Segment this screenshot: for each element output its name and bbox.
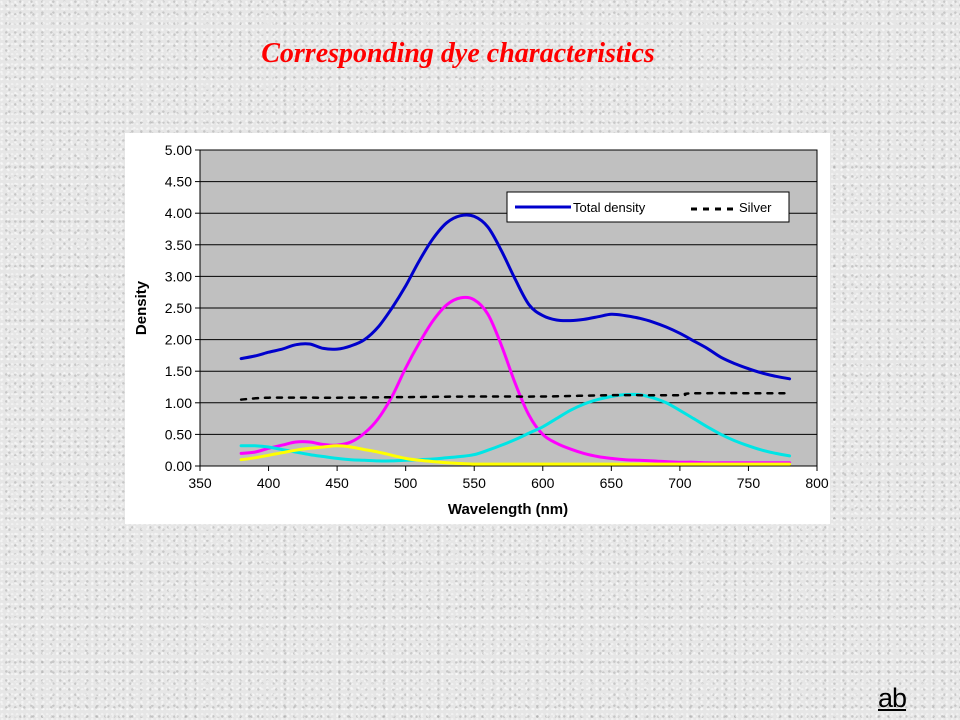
y-tick-label: 2.50 <box>165 300 192 316</box>
x-tick-label: 700 <box>668 475 692 491</box>
y-tick-label: 1.00 <box>165 395 192 411</box>
y-tick-label: 0.00 <box>165 458 192 474</box>
x-tick-label: 350 <box>188 475 212 491</box>
logo-text: ab <box>878 683 907 713</box>
legend-label-total-density: Total density <box>573 200 646 215</box>
y-tick-label: 4.00 <box>165 205 192 221</box>
y-tick-label: 3.00 <box>165 268 192 284</box>
density-chart: 0.00 0.50 1.00 1.50 2.00 2.50 3.00 3.50 4.00 4.50… <box>133 142 829 518</box>
y-axis-label: Density <box>133 280 150 335</box>
series-line-0 <box>239 213 792 381</box>
x-tick-label: 650 <box>600 475 624 491</box>
x-tick-label: 400 <box>257 475 281 491</box>
series-line-3 <box>239 444 792 466</box>
slide-title: Corresponding dye characteristics <box>261 38 655 69</box>
x-axis-label: Wavelength (nm) <box>448 501 568 518</box>
x-tick-label: 500 <box>394 475 418 491</box>
series-layer <box>239 213 792 466</box>
x-tick-label: 800 <box>805 475 829 491</box>
series-line-2 <box>239 392 792 463</box>
y-tick-label: 1.50 <box>165 363 192 379</box>
x-tick-label: 600 <box>531 475 555 491</box>
series-line-4 <box>239 391 791 401</box>
x-tick-label: 450 <box>325 475 349 491</box>
y-tick-label: 3.50 <box>165 237 192 253</box>
x-tick-label: 750 <box>737 475 761 491</box>
ab-logo: ab <box>878 683 907 714</box>
y-tick-label: 0.50 <box>165 426 192 442</box>
y-tick-label: 4.50 <box>165 174 192 190</box>
y-tick-label: 5.00 <box>165 142 192 158</box>
legend-label-silver: Silver <box>739 200 772 215</box>
legend: Total density Silver <box>506 191 790 223</box>
y-tick-label: 2.00 <box>165 332 192 348</box>
chart-panel: 0.00 0.50 1.00 1.50 2.00 2.50 3.00 3.50 4.00 4.50… <box>125 133 830 524</box>
tick-labels: 0.00 0.50 1.00 1.50 2.00 2.50 3.00 3.50 4.00 4.50… <box>165 142 829 491</box>
x-tick-label: 550 <box>463 475 487 491</box>
